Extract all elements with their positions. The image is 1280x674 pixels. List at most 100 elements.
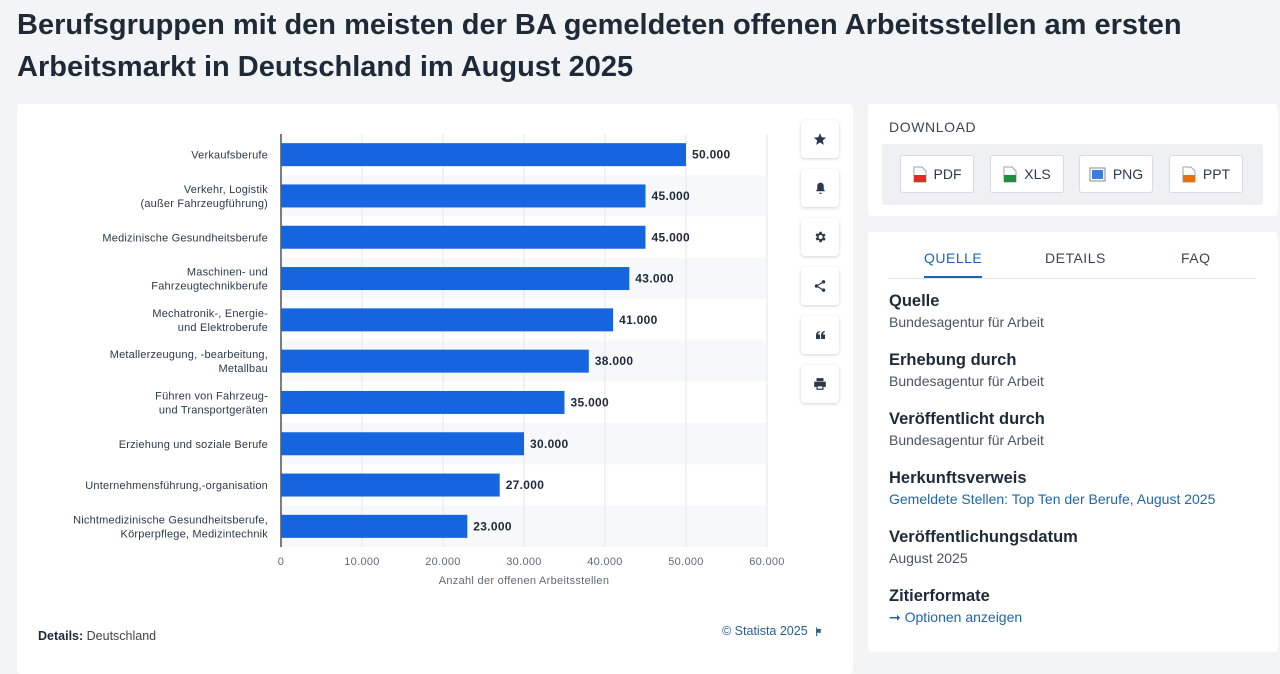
details-label: Details: xyxy=(38,629,84,643)
category-label: Verkehr, Logistik (außer Fahrzeugführung) xyxy=(141,184,269,210)
page-title: Berufsgruppen mit den meisten der BA gem… xyxy=(17,9,1182,83)
settings-button[interactable] xyxy=(801,218,839,256)
info-heading: Veröffentlichungsdatum xyxy=(889,528,1078,546)
bar-value-label: 38.000 xyxy=(595,354,634,368)
info-heading: Zitierformate xyxy=(889,587,990,605)
info-value: Bundesagentur für Arbeit xyxy=(889,373,1044,389)
category-label: Führen von Fahrzeug-und Transportgeräten xyxy=(155,390,268,416)
info-value: Bundesagentur für Arbeit xyxy=(889,314,1044,330)
quote-icon xyxy=(815,331,825,339)
bar xyxy=(281,473,500,497)
info-item-datum: Veröffentlichungsdatum August 2025 xyxy=(889,526,1259,585)
info-item-erhebung: Erhebung durch Bundesagentur für Arbeit xyxy=(889,349,1259,408)
bar xyxy=(281,143,686,167)
share-icon xyxy=(814,280,826,292)
favorite-button[interactable] xyxy=(801,120,839,158)
notification-button[interactable] xyxy=(801,169,839,207)
category-label: Metallerzeugung, -bearbeitung, Metallbau xyxy=(110,349,268,375)
bar-value-label: 45.000 xyxy=(652,230,691,244)
bar xyxy=(281,267,630,291)
download-options: PDF XLS PNG PPT xyxy=(882,144,1263,205)
xls-file-icon xyxy=(1003,166,1017,182)
category-label: Unternehmensführung,-organisation xyxy=(85,480,268,492)
print-button[interactable] xyxy=(801,365,839,403)
png-image-icon xyxy=(1089,167,1106,181)
x-axis-label: Anzahl der offenen Arbeitsstellen xyxy=(439,575,610,587)
bar-value-label: 23.000 xyxy=(473,519,512,533)
download-label: DOWNLOAD xyxy=(889,119,977,135)
bar-value-label: 27.000 xyxy=(506,478,545,492)
category-label: Nichtmedizinische Gesundheitsberufe, Körp… xyxy=(73,514,268,540)
download-xls-label: XLS xyxy=(1024,166,1051,182)
x-tick-label: 10.000 xyxy=(344,556,379,568)
bar xyxy=(281,432,524,456)
category-label: Maschinen- und Fahrzeugtechnikberufe xyxy=(151,267,268,293)
flag-icon xyxy=(815,626,821,636)
tab-details[interactable]: DETAILS xyxy=(1045,250,1106,266)
category-label: Medizinische Gesundheitsberufe xyxy=(102,232,268,244)
bar xyxy=(281,184,646,208)
bar-chart: 0 10.000 20.000 30.000 40.000 50.000 60.000 50.… xyxy=(73,134,784,587)
source-link[interactable]: Gemeldete Stellen: Top Ten der Berufe, A… xyxy=(889,491,1216,507)
info-item-herkunftsverweis: Herkunftsverweis Gemeldete Stellen: Top … xyxy=(889,467,1259,526)
chart-details-note: Details: Deutschland xyxy=(38,629,156,643)
download-xls-button[interactable]: XLS xyxy=(990,155,1064,193)
copyright-text: © Statista 2025 xyxy=(722,624,808,638)
share-button[interactable] xyxy=(801,267,839,305)
info-item-veroeffentlicht: Veröffentlicht durch Bundesagentur für A… xyxy=(889,408,1259,467)
star-icon xyxy=(813,133,827,145)
info-tabs: QUELLE DETAILS FAQ xyxy=(888,248,1256,279)
info-item-quelle: Quelle Bundesagentur für Arbeit xyxy=(889,290,1259,349)
x-tick-label: 60.000 xyxy=(749,556,784,568)
cite-button[interactable] xyxy=(801,316,839,354)
chart-card: 0 10.000 20.000 30.000 40.000 50.000 60.000 50.… xyxy=(17,104,853,674)
info-heading: Quelle xyxy=(889,292,940,310)
download-png-button[interactable]: PNG xyxy=(1079,155,1153,193)
info-value: August 2025 xyxy=(889,550,968,566)
tab-faq[interactable]: FAQ xyxy=(1181,250,1211,266)
bar xyxy=(281,349,589,373)
download-card: DOWNLOAD PDF XLS PNG PPT xyxy=(868,104,1278,216)
bar-value-label: 41.000 xyxy=(619,313,658,327)
info-value: Bundesagentur für Arbeit xyxy=(889,432,1044,448)
download-png-label: PNG xyxy=(1112,166,1144,182)
chart-toolbar xyxy=(801,120,841,414)
citation-options-link[interactable]: ➞ Optionen anzeigen xyxy=(889,607,1259,627)
active-tab-indicator xyxy=(924,276,982,278)
print-icon xyxy=(814,378,826,390)
pdf-file-icon xyxy=(913,166,926,182)
x-tick-label: 30.000 xyxy=(506,556,541,568)
info-card: QUELLE DETAILS FAQ Quelle Bundesagentur … xyxy=(868,232,1278,652)
info-heading: Erhebung durch xyxy=(889,351,1017,369)
category-label: Verkaufsberufe xyxy=(191,150,268,162)
source-info-list: Quelle Bundesagentur für Arbeit Erhebung… xyxy=(889,290,1259,644)
info-item-zitierformate: Zitierformate ➞ Optionen anzeigen xyxy=(889,585,1259,644)
bar xyxy=(281,514,468,538)
download-ppt-label: PPT xyxy=(1202,166,1231,182)
info-heading: Veröffentlicht durch xyxy=(889,410,1045,428)
bar-value-label: 43.000 xyxy=(635,272,674,286)
category-label: Erziehung und soziale Berufe xyxy=(119,439,268,451)
info-heading: Herkunftsverweis xyxy=(889,469,1027,487)
bell-icon xyxy=(815,182,825,194)
x-tick-label: 0 xyxy=(278,556,284,568)
category-label: Mechatronik-, Energie-und Elektroberufe xyxy=(152,308,268,334)
citation-options-label: Optionen anzeigen xyxy=(904,609,1023,625)
arrow-right-icon: ➞ xyxy=(889,609,901,625)
ppt-file-icon xyxy=(1182,166,1196,182)
bar-value-label: 30.000 xyxy=(530,437,569,451)
bar xyxy=(281,308,614,332)
tab-quelle[interactable]: QUELLE xyxy=(924,250,983,266)
copyright-link[interactable]: © Statista 2025 xyxy=(722,624,824,638)
download-pdf-button[interactable]: PDF xyxy=(900,155,974,193)
details-value: Deutschland xyxy=(86,629,157,643)
download-ppt-button[interactable]: PPT xyxy=(1169,155,1243,193)
bar-value-label: 35.000 xyxy=(571,395,610,409)
bar-value-label: 50.000 xyxy=(692,148,731,162)
x-tick-label: 50.000 xyxy=(668,556,703,568)
bar xyxy=(281,390,565,414)
download-pdf-label: PDF xyxy=(933,166,962,182)
bar xyxy=(281,225,646,249)
bar-value-label: 45.000 xyxy=(652,189,691,203)
gear-icon xyxy=(815,231,826,243)
